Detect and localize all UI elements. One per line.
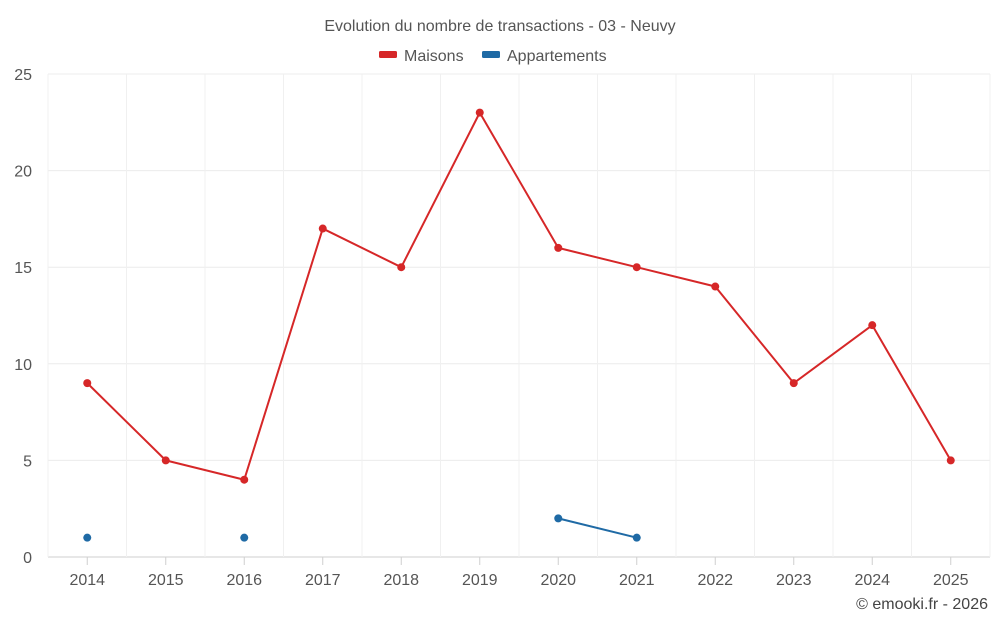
legend-item-appartements[interactable]: Appartements <box>482 48 607 65</box>
credit-text: © emooki.fr - 2026 <box>856 596 988 613</box>
data-point-maisons-2024[interactable] <box>868 321 877 330</box>
data-point-appartements-2021[interactable] <box>632 533 641 542</box>
legend-label-appartements: Appartements <box>507 48 607 65</box>
x-axis: 2014 2015 2016 2017 2018 2019 2020 2021 2022 2023… <box>69 557 969 589</box>
series-group <box>83 108 955 542</box>
legend-label-maisons: Maisons <box>404 48 464 65</box>
x-tick-label: 2015 <box>148 572 184 589</box>
data-point-maisons-2019[interactable] <box>475 108 484 117</box>
data-point-maisons-2021[interactable] <box>632 263 641 272</box>
series-maisons <box>83 108 955 484</box>
x-tick-label: 2024 <box>854 572 890 589</box>
data-point-appartements-2016[interactable] <box>240 533 249 542</box>
x-tick-label: 2025 <box>933 572 969 589</box>
data-point-maisons-2025[interactable] <box>946 456 955 465</box>
legend-item-maisons[interactable]: Maisons <box>379 48 464 65</box>
data-point-appartements-2020[interactable] <box>554 514 563 523</box>
y-tick-label: 0 <box>23 550 32 567</box>
x-tick-label: 2016 <box>226 572 262 589</box>
data-point-maisons-2022[interactable] <box>711 282 720 291</box>
data-point-maisons-2016[interactable] <box>240 475 249 484</box>
grid <box>47 73 991 558</box>
y-tick-label: 25 <box>14 67 32 84</box>
x-tick-label: 2020 <box>540 572 576 589</box>
data-point-maisons-2014[interactable] <box>83 379 92 388</box>
legend-swatch-maisons <box>379 51 397 58</box>
x-tick-label: 2021 <box>619 572 655 589</box>
x-tick-label: 2023 <box>776 572 812 589</box>
x-tick-label: 2017 <box>305 572 341 589</box>
x-tick-label: 2014 <box>69 572 105 589</box>
data-point-maisons-2017[interactable] <box>318 224 327 233</box>
data-point-maisons-2018[interactable] <box>397 263 406 272</box>
y-tick-label: 15 <box>14 260 32 277</box>
x-tick-label: 2019 <box>462 572 498 589</box>
data-point-maisons-2023[interactable] <box>789 379 798 388</box>
data-point-maisons-2015[interactable] <box>161 456 170 465</box>
data-point-appartements-2014[interactable] <box>83 533 92 542</box>
y-tick-label: 5 <box>23 453 32 470</box>
series-line-appartements <box>558 517 637 539</box>
y-tick-label: 10 <box>14 357 32 374</box>
series-line-maisons <box>86 111 952 481</box>
data-point-maisons-2020[interactable] <box>554 243 563 252</box>
series-appartements <box>83 514 641 542</box>
x-tick-label: 2018 <box>383 572 419 589</box>
y-tick-label: 20 <box>14 164 32 181</box>
x-tick-label: 2022 <box>697 572 733 589</box>
legend[interactable]: Maisons Appartements <box>379 48 607 65</box>
legend-swatch-appartements <box>482 51 500 58</box>
chart-title: Evolution du nombre de transactions - 03… <box>324 18 675 35</box>
y-axis: 0 5 10 15 20 25 <box>14 67 32 567</box>
